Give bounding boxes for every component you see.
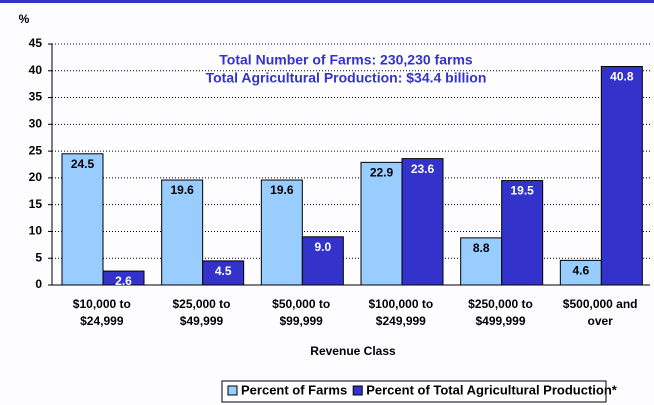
y-tick-label: 5 [35, 250, 42, 264]
y-tick-label: 20 [29, 170, 43, 184]
y-tick-label: 45 [29, 36, 43, 50]
legend-box [221, 380, 607, 403]
value-label: 4.5 [215, 264, 232, 278]
value-label: 23.6 [411, 162, 435, 176]
x-tick-label: $499,999 [475, 314, 525, 328]
x-tick-label: $24,999 [80, 314, 124, 328]
y-tick-label: 0 [35, 277, 42, 291]
value-label: 2.6 [115, 274, 132, 288]
annotation: Total Agricultural Production: $34.4 bil… [206, 70, 487, 86]
bar [401, 158, 444, 286]
y-tick-label: 35 [29, 90, 43, 104]
value-label: 8.8 [473, 241, 490, 255]
y-tick-label: 30 [29, 117, 43, 131]
y-axis-label: % [19, 12, 30, 26]
legend-label: Percent of Total Agricultural Production… [366, 382, 618, 397]
y-tick-label: 15 [29, 197, 43, 211]
x-tick-label: $25,000 to [172, 297, 230, 311]
bar [600, 65, 643, 286]
legend-swatch [352, 385, 363, 396]
x-axis-title: Revenue Class [310, 344, 396, 358]
bar [559, 259, 602, 286]
y-tick-label: 40 [29, 63, 43, 77]
bar [61, 153, 104, 286]
x-tick-label: $99,999 [279, 314, 323, 328]
annotation: Total Number of Farms: 230,230 farms [219, 52, 473, 68]
bar [360, 161, 403, 286]
bar [460, 237, 503, 286]
y-tick-label: 25 [29, 143, 43, 157]
x-tick-label: over [587, 314, 613, 328]
value-label: 22.9 [370, 166, 394, 180]
y-tick-label: 10 [29, 224, 43, 238]
value-label: 19.6 [270, 183, 294, 197]
value-label: 9.0 [314, 240, 331, 254]
bar [260, 179, 303, 286]
value-label: 19.5 [510, 184, 534, 198]
x-tick-label: $250,000 to [468, 297, 533, 311]
x-tick-label: $10,000 to [73, 297, 131, 311]
bar [102, 270, 145, 286]
x-tick-label: $49,999 [180, 314, 224, 328]
value-label: 19.6 [170, 183, 194, 197]
x-tick-label: $500,000 and [563, 297, 638, 311]
legend-label: Percent of Farms [241, 382, 347, 397]
legend-swatch [227, 385, 238, 396]
x-tick-label: $249,999 [376, 314, 426, 328]
bar [161, 179, 204, 286]
value-label: 40.8 [610, 70, 634, 84]
bar [202, 260, 245, 286]
value-label: 24.5 [71, 157, 95, 171]
bar [501, 180, 544, 286]
x-tick-label: $50,000 to [272, 297, 330, 311]
top-rule [0, 0, 654, 3]
x-tick-label: $100,000 to [368, 297, 433, 311]
bar [301, 236, 344, 286]
value-label: 4.6 [572, 264, 589, 278]
